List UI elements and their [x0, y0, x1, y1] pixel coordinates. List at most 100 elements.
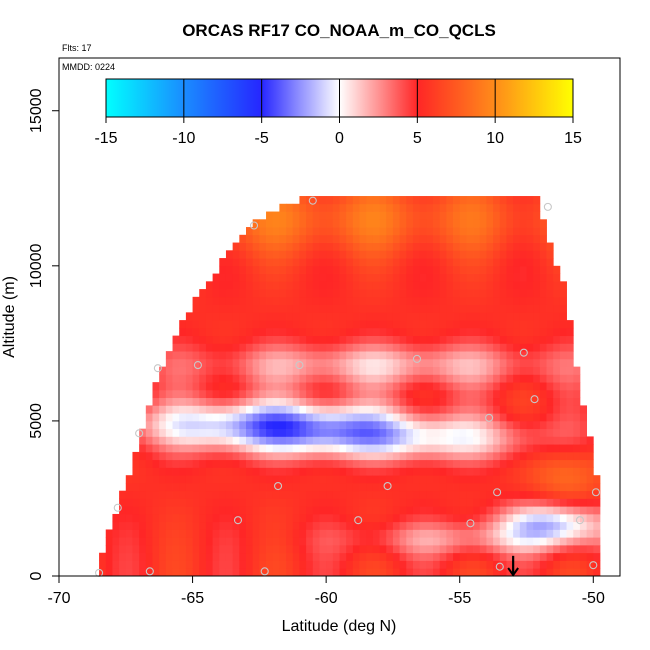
heatmap-cell — [533, 258, 541, 267]
heatmap-cell — [299, 544, 307, 554]
heatmap-cell — [433, 203, 441, 212]
heatmap-cell — [406, 513, 414, 523]
heatmap-cell — [352, 351, 360, 360]
heatmap-cell — [473, 296, 481, 305]
heatmap-cell — [185, 506, 193, 515]
heatmap-cell — [319, 296, 327, 305]
heatmap-cell — [406, 219, 414, 228]
heatmap-cell — [185, 513, 193, 523]
heatmap-cell — [179, 529, 187, 538]
heatmap-cell — [372, 506, 380, 515]
heatmap-cell — [433, 196, 441, 205]
heatmap-cell — [559, 351, 567, 360]
heatmap-cell — [319, 273, 327, 282]
heatmap-cell — [526, 529, 534, 538]
heatmap-cell — [339, 436, 347, 445]
heatmap-cell — [392, 513, 401, 523]
heatmap-cell — [486, 196, 494, 205]
heatmap-cell — [419, 250, 427, 259]
heatmap-cell — [366, 258, 374, 267]
heatmap-cell — [526, 304, 534, 313]
heatmap-cell — [266, 273, 274, 282]
heatmap-cell — [526, 444, 534, 453]
heatmap-cell — [246, 482, 254, 492]
heatmap-cell — [459, 358, 467, 368]
heatmap-cell — [366, 467, 374, 476]
heatmap-cell — [419, 382, 427, 391]
heatmap-cell — [513, 366, 521, 375]
heatmap-cell — [272, 467, 280, 476]
heatmap-cell — [185, 428, 193, 437]
heatmap-cell — [539, 382, 547, 391]
heatmap-cell — [192, 374, 200, 383]
heatmap-cell — [473, 258, 481, 267]
heatmap-cell — [266, 250, 274, 259]
heatmap-cell — [453, 211, 461, 220]
heatmap-cell — [559, 444, 567, 453]
heatmap-cell — [352, 273, 360, 282]
heatmap-cell — [526, 320, 534, 329]
heatmap-cell — [352, 335, 360, 344]
heatmap-cell — [306, 366, 314, 375]
heatmap-cell — [479, 343, 487, 352]
heatmap-cell — [352, 529, 360, 538]
heatmap-cell — [412, 281, 421, 290]
heatmap-cell — [306, 405, 314, 414]
heatmap-cell — [379, 374, 387, 383]
heatmap-cell — [259, 242, 267, 251]
heatmap-cell — [232, 467, 240, 476]
heatmap-cell — [419, 467, 427, 476]
heatmap-cell — [486, 281, 494, 290]
heatmap-cell — [506, 451, 514, 461]
heatmap-cell — [426, 513, 434, 523]
heatmap-cell — [346, 467, 354, 476]
heatmap-cell — [259, 281, 267, 290]
heatmap-cell — [446, 335, 454, 344]
heatmap-cell — [199, 467, 207, 476]
heatmap-cell — [392, 203, 401, 212]
heatmap-cell — [246, 568, 254, 577]
heatmap-cell — [346, 358, 354, 368]
heatmap-cell — [252, 482, 260, 492]
heatmap-cell — [252, 560, 260, 569]
heatmap-cell — [406, 335, 414, 344]
heatmap-cell — [339, 413, 347, 422]
heatmap-cell — [205, 420, 214, 430]
heatmap-cell — [473, 304, 481, 313]
heatmap-cell — [205, 506, 214, 515]
heatmap-cell — [372, 382, 380, 391]
heatmap-cell — [272, 281, 280, 290]
heatmap-cell — [205, 351, 214, 360]
heatmap-cell — [332, 420, 340, 430]
heatmap-cell — [493, 343, 501, 352]
heatmap-cell — [459, 304, 467, 313]
heatmap-cell — [519, 506, 527, 515]
heatmap-cell — [185, 320, 193, 329]
heatmap-cell — [533, 211, 541, 220]
heatmap-cell — [546, 250, 554, 259]
heatmap-cell — [212, 320, 220, 329]
heatmap-cell — [486, 335, 494, 344]
heatmap-cell — [466, 258, 474, 267]
heatmap-cell — [292, 211, 300, 220]
heatmap-cell — [392, 312, 401, 321]
heatmap-cell — [152, 389, 160, 399]
heatmap-cell — [372, 273, 380, 282]
heatmap-cell — [546, 475, 554, 484]
heatmap-cell — [319, 196, 327, 205]
heatmap-cell — [359, 444, 367, 453]
heatmap-cell — [272, 358, 280, 368]
heatmap-cell — [125, 544, 133, 554]
heatmap-cell — [179, 568, 187, 577]
heatmap-cell — [252, 444, 260, 453]
heatmap-cell — [179, 482, 187, 492]
heatmap-cell — [406, 320, 414, 329]
heatmap-cell — [533, 358, 541, 368]
heatmap-cell — [593, 529, 601, 538]
heatmap-cell — [526, 568, 534, 577]
heatmap-cell — [546, 265, 554, 274]
heatmap-cell — [412, 490, 421, 499]
heatmap-cell — [453, 312, 461, 321]
heatmap-cell — [433, 413, 441, 422]
heatmap-cell — [286, 335, 294, 344]
